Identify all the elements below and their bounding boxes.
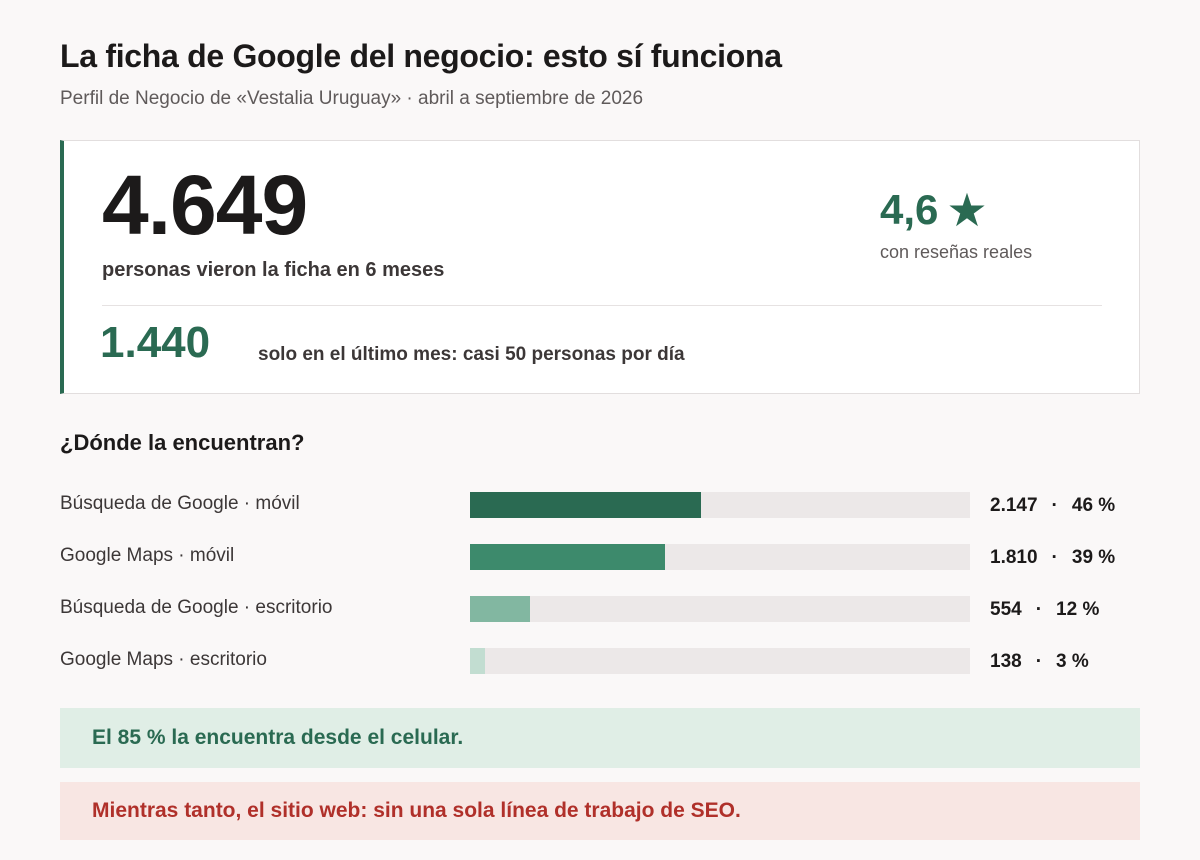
page-subtitle: Perfil de Negocio de «Vestalia Uruguay» … xyxy=(60,88,644,109)
star-icon: ★ xyxy=(946,184,988,236)
bar xyxy=(470,648,485,674)
bar-value-label: 138 · 3 % xyxy=(990,651,1089,673)
seo-callout: Mientras tanto, el sitio web: sin una so… xyxy=(60,782,1140,840)
card-divider xyxy=(102,305,1102,306)
bar-count: 2.147 xyxy=(990,495,1038,516)
separator-dot: · xyxy=(1051,547,1058,568)
bar-percent: 12 % xyxy=(1056,599,1100,620)
bar xyxy=(470,596,530,622)
bar-track xyxy=(470,492,970,518)
bar-row: Búsqueda de Google · móvil 2.147 · 46 % xyxy=(60,480,1140,532)
total-views-caption: personas vieron la ficha en 6 meses xyxy=(102,259,445,281)
separator-dot: · xyxy=(1035,651,1043,672)
rating-caption: con reseñas reales xyxy=(880,242,1033,262)
separator-dot: · xyxy=(1035,599,1043,620)
separator-dot: · xyxy=(1051,495,1058,516)
bar-count: 138 xyxy=(990,651,1022,672)
bar-row: Búsqueda de Google · escritorio 554 · 12 % xyxy=(60,584,1140,636)
bar-track xyxy=(470,648,970,674)
bar-percent: 39 % xyxy=(1071,547,1116,568)
last-month-caption: solo en el último mes: casi 50 personas … xyxy=(258,344,685,365)
bar-chart: Búsqueda de Google · móvil 2.147 · 46 % Goog… xyxy=(60,480,1140,688)
last-month-number: 1.440 xyxy=(100,318,211,367)
bar-category-label: Búsqueda de Google · escritorio xyxy=(60,597,333,618)
page-title: La ficha de Google del negocio: esto sí … xyxy=(60,38,782,74)
summary-card: 4.649 personas vieron la ficha en 6 mese… xyxy=(60,140,1140,394)
bar-row: Google Maps · escritorio 138 · 3 % xyxy=(60,636,1140,688)
rating-number: 4,6 xyxy=(880,186,939,233)
bar-row: Google Maps · móvil 1.810 · 39 % xyxy=(60,532,1140,584)
bar-track xyxy=(470,596,970,622)
bar-category-label: Google Maps · escritorio xyxy=(60,649,267,670)
bar-count: 1.810 xyxy=(990,547,1038,568)
bar-value-label: 554 · 12 % xyxy=(990,599,1099,621)
bar-percent: 46 % xyxy=(1071,495,1116,516)
bar-category-label: Búsqueda de Google · móvil xyxy=(60,493,300,514)
rating-value: 4,6 ★ xyxy=(880,186,988,234)
chart-title: ¿Dónde la encuentran? xyxy=(60,430,305,455)
bar-percent: 3 % xyxy=(1056,651,1089,672)
bar xyxy=(470,544,665,570)
total-views-number: 4.649 xyxy=(102,158,308,252)
bar-category-label: Google Maps · móvil xyxy=(60,545,235,566)
bar-count: 554 xyxy=(990,599,1022,620)
mobile-callout: El 85 % la encuentra desde el celular. xyxy=(60,708,1140,768)
bar xyxy=(470,492,701,518)
bar-value-label: 1.810 · 39 % xyxy=(990,547,1115,569)
bar-value-label: 2.147 · 46 % xyxy=(990,495,1115,517)
bar-track xyxy=(470,544,970,570)
